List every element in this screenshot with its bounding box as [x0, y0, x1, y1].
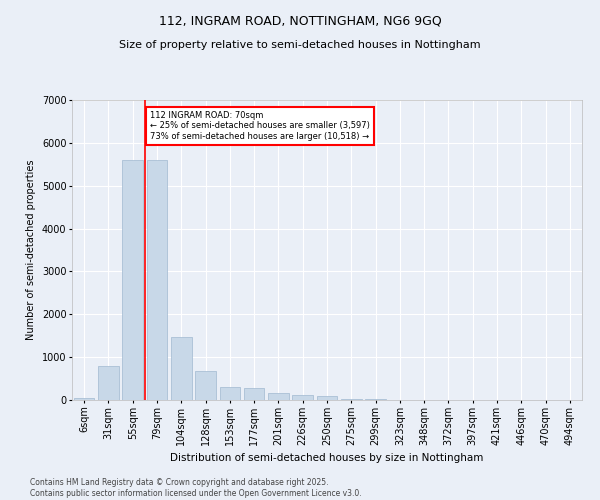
Bar — [98, 366, 119, 400]
Text: Contains HM Land Registry data © Crown copyright and database right 2025.
Contai: Contains HM Land Registry data © Crown c… — [30, 478, 362, 498]
Bar — [220, 387, 240, 400]
Y-axis label: Number of semi-detached properties: Number of semi-detached properties — [26, 160, 36, 340]
Bar — [244, 388, 265, 400]
Text: 112 INGRAM ROAD: 70sqm
← 25% of semi-detached houses are smaller (3,597)
73% of : 112 INGRAM ROAD: 70sqm ← 25% of semi-det… — [150, 110, 370, 140]
Bar — [195, 371, 216, 400]
Bar — [292, 395, 313, 400]
Text: Size of property relative to semi-detached houses in Nottingham: Size of property relative to semi-detach… — [119, 40, 481, 50]
Bar — [74, 398, 94, 400]
Text: 112, INGRAM ROAD, NOTTINGHAM, NG6 9GQ: 112, INGRAM ROAD, NOTTINGHAM, NG6 9GQ — [158, 15, 442, 28]
Bar — [122, 160, 143, 400]
Bar — [268, 393, 289, 400]
Bar — [341, 398, 362, 400]
Bar — [317, 396, 337, 400]
X-axis label: Distribution of semi-detached houses by size in Nottingham: Distribution of semi-detached houses by … — [170, 454, 484, 464]
Bar — [146, 160, 167, 400]
Bar — [171, 336, 191, 400]
